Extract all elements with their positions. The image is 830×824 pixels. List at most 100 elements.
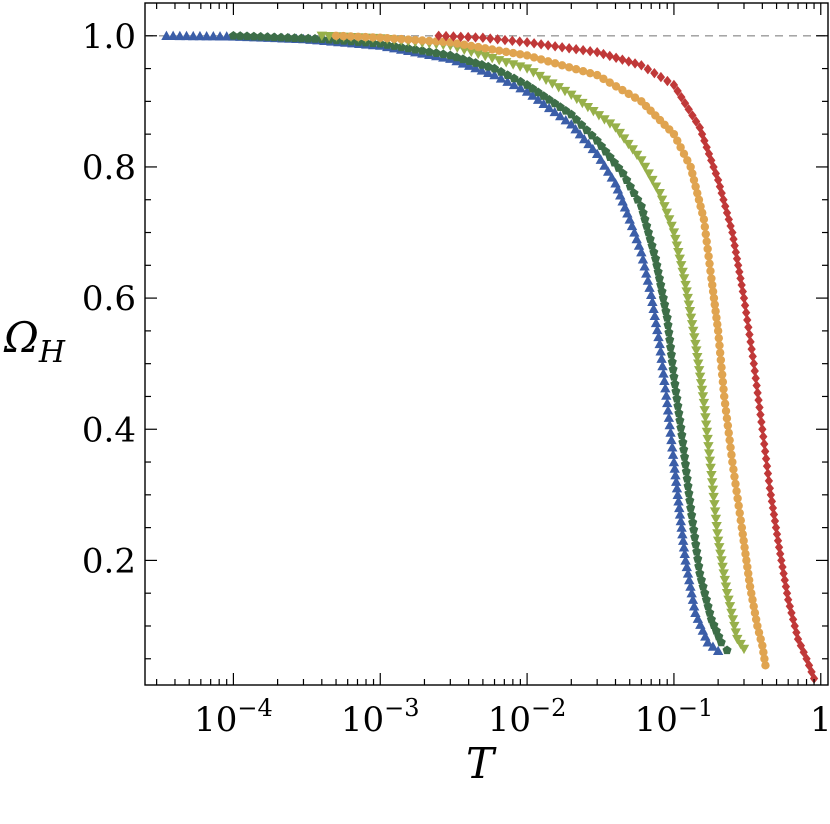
x-tick-label: 10−1	[635, 694, 714, 740]
data-point	[738, 644, 750, 655]
data-point	[269, 32, 279, 42]
data-point	[630, 58, 640, 69]
data-point	[276, 32, 286, 42]
data-point	[560, 115, 571, 125]
data-point	[678, 274, 690, 284]
data-point	[712, 645, 724, 656]
series-guide-line	[166, 35, 719, 652]
x-tick-label-base: 10	[488, 700, 531, 740]
data-point	[758, 424, 767, 435]
data-point	[740, 543, 749, 552]
data-point	[692, 352, 703, 363]
data-point	[418, 36, 427, 45]
data-point	[744, 322, 753, 333]
data-point	[732, 634, 743, 645]
data-point	[508, 79, 520, 90]
data-point	[756, 409, 765, 420]
data-point	[582, 125, 592, 135]
data-point	[702, 637, 713, 647]
data-point	[669, 463, 680, 473]
data-point	[647, 175, 658, 186]
data-point	[431, 48, 441, 57]
data-point	[743, 314, 752, 326]
data-point	[593, 111, 605, 121]
data-point	[661, 390, 672, 400]
data-point	[396, 42, 406, 52]
data-point	[639, 261, 650, 271]
data-point	[755, 402, 764, 413]
data-point	[574, 128, 586, 139]
data-point	[424, 47, 434, 56]
data-point	[677, 430, 687, 439]
data-point	[793, 633, 803, 645]
data-point	[656, 353, 667, 363]
data-point	[661, 306, 671, 316]
data-point	[710, 300, 719, 309]
data-point	[746, 336, 755, 348]
data-point	[637, 60, 646, 71]
data-point	[470, 62, 481, 73]
series-pentagon	[228, 30, 732, 655]
data-point	[730, 628, 742, 638]
data-point	[695, 122, 704, 133]
data-point	[596, 141, 607, 151]
data-point	[242, 31, 252, 41]
data-point	[578, 45, 588, 56]
data-point	[730, 240, 739, 251]
data-point	[636, 246, 647, 257]
data-point	[650, 317, 662, 328]
data-point	[705, 463, 716, 474]
data-point	[673, 85, 682, 97]
data-point	[532, 94, 544, 104]
data-point	[161, 30, 172, 40]
data-point	[502, 76, 513, 86]
data-point	[764, 475, 774, 487]
data-point	[667, 442, 678, 452]
data-point	[599, 160, 610, 170]
data-point	[604, 119, 616, 129]
data-point	[696, 202, 705, 211]
data-point	[626, 220, 638, 231]
data-point	[660, 299, 670, 309]
data-point	[693, 554, 703, 563]
data-point	[486, 33, 495, 44]
data-point	[577, 98, 588, 109]
data-point	[691, 539, 701, 549]
data-point	[729, 465, 738, 474]
data-point	[397, 34, 406, 44]
data-point	[682, 473, 692, 483]
data-point	[744, 575, 754, 585]
data-point	[476, 65, 488, 75]
data-point	[674, 254, 685, 264]
data-point	[745, 582, 755, 591]
data-point	[740, 300, 750, 311]
data-point	[763, 468, 773, 479]
data-point	[390, 34, 399, 43]
data-point	[760, 446, 770, 457]
data-point	[208, 31, 219, 41]
data-point	[722, 414, 732, 423]
data-point	[540, 75, 552, 86]
data-point	[671, 386, 681, 396]
data-point	[303, 33, 313, 43]
data-point	[713, 326, 723, 336]
data-point	[690, 339, 701, 350]
data-point	[682, 568, 694, 578]
data-point	[704, 252, 713, 261]
data-point	[662, 405, 674, 415]
data-point	[681, 287, 692, 297]
x-tick-label: 10−2	[488, 694, 567, 740]
data-point	[665, 335, 675, 344]
data-point	[677, 528, 688, 539]
data-point	[578, 67, 588, 76]
data-point	[718, 377, 728, 387]
data-point	[508, 48, 518, 58]
data-point	[664, 327, 674, 337]
data-point	[711, 307, 720, 316]
y-tick-label: 1.0	[82, 17, 136, 57]
data-point	[720, 392, 729, 401]
data-point	[221, 31, 232, 41]
data-point	[742, 307, 751, 318]
data-point	[712, 529, 723, 539]
x-tick-label-exponent: −1	[678, 694, 713, 722]
